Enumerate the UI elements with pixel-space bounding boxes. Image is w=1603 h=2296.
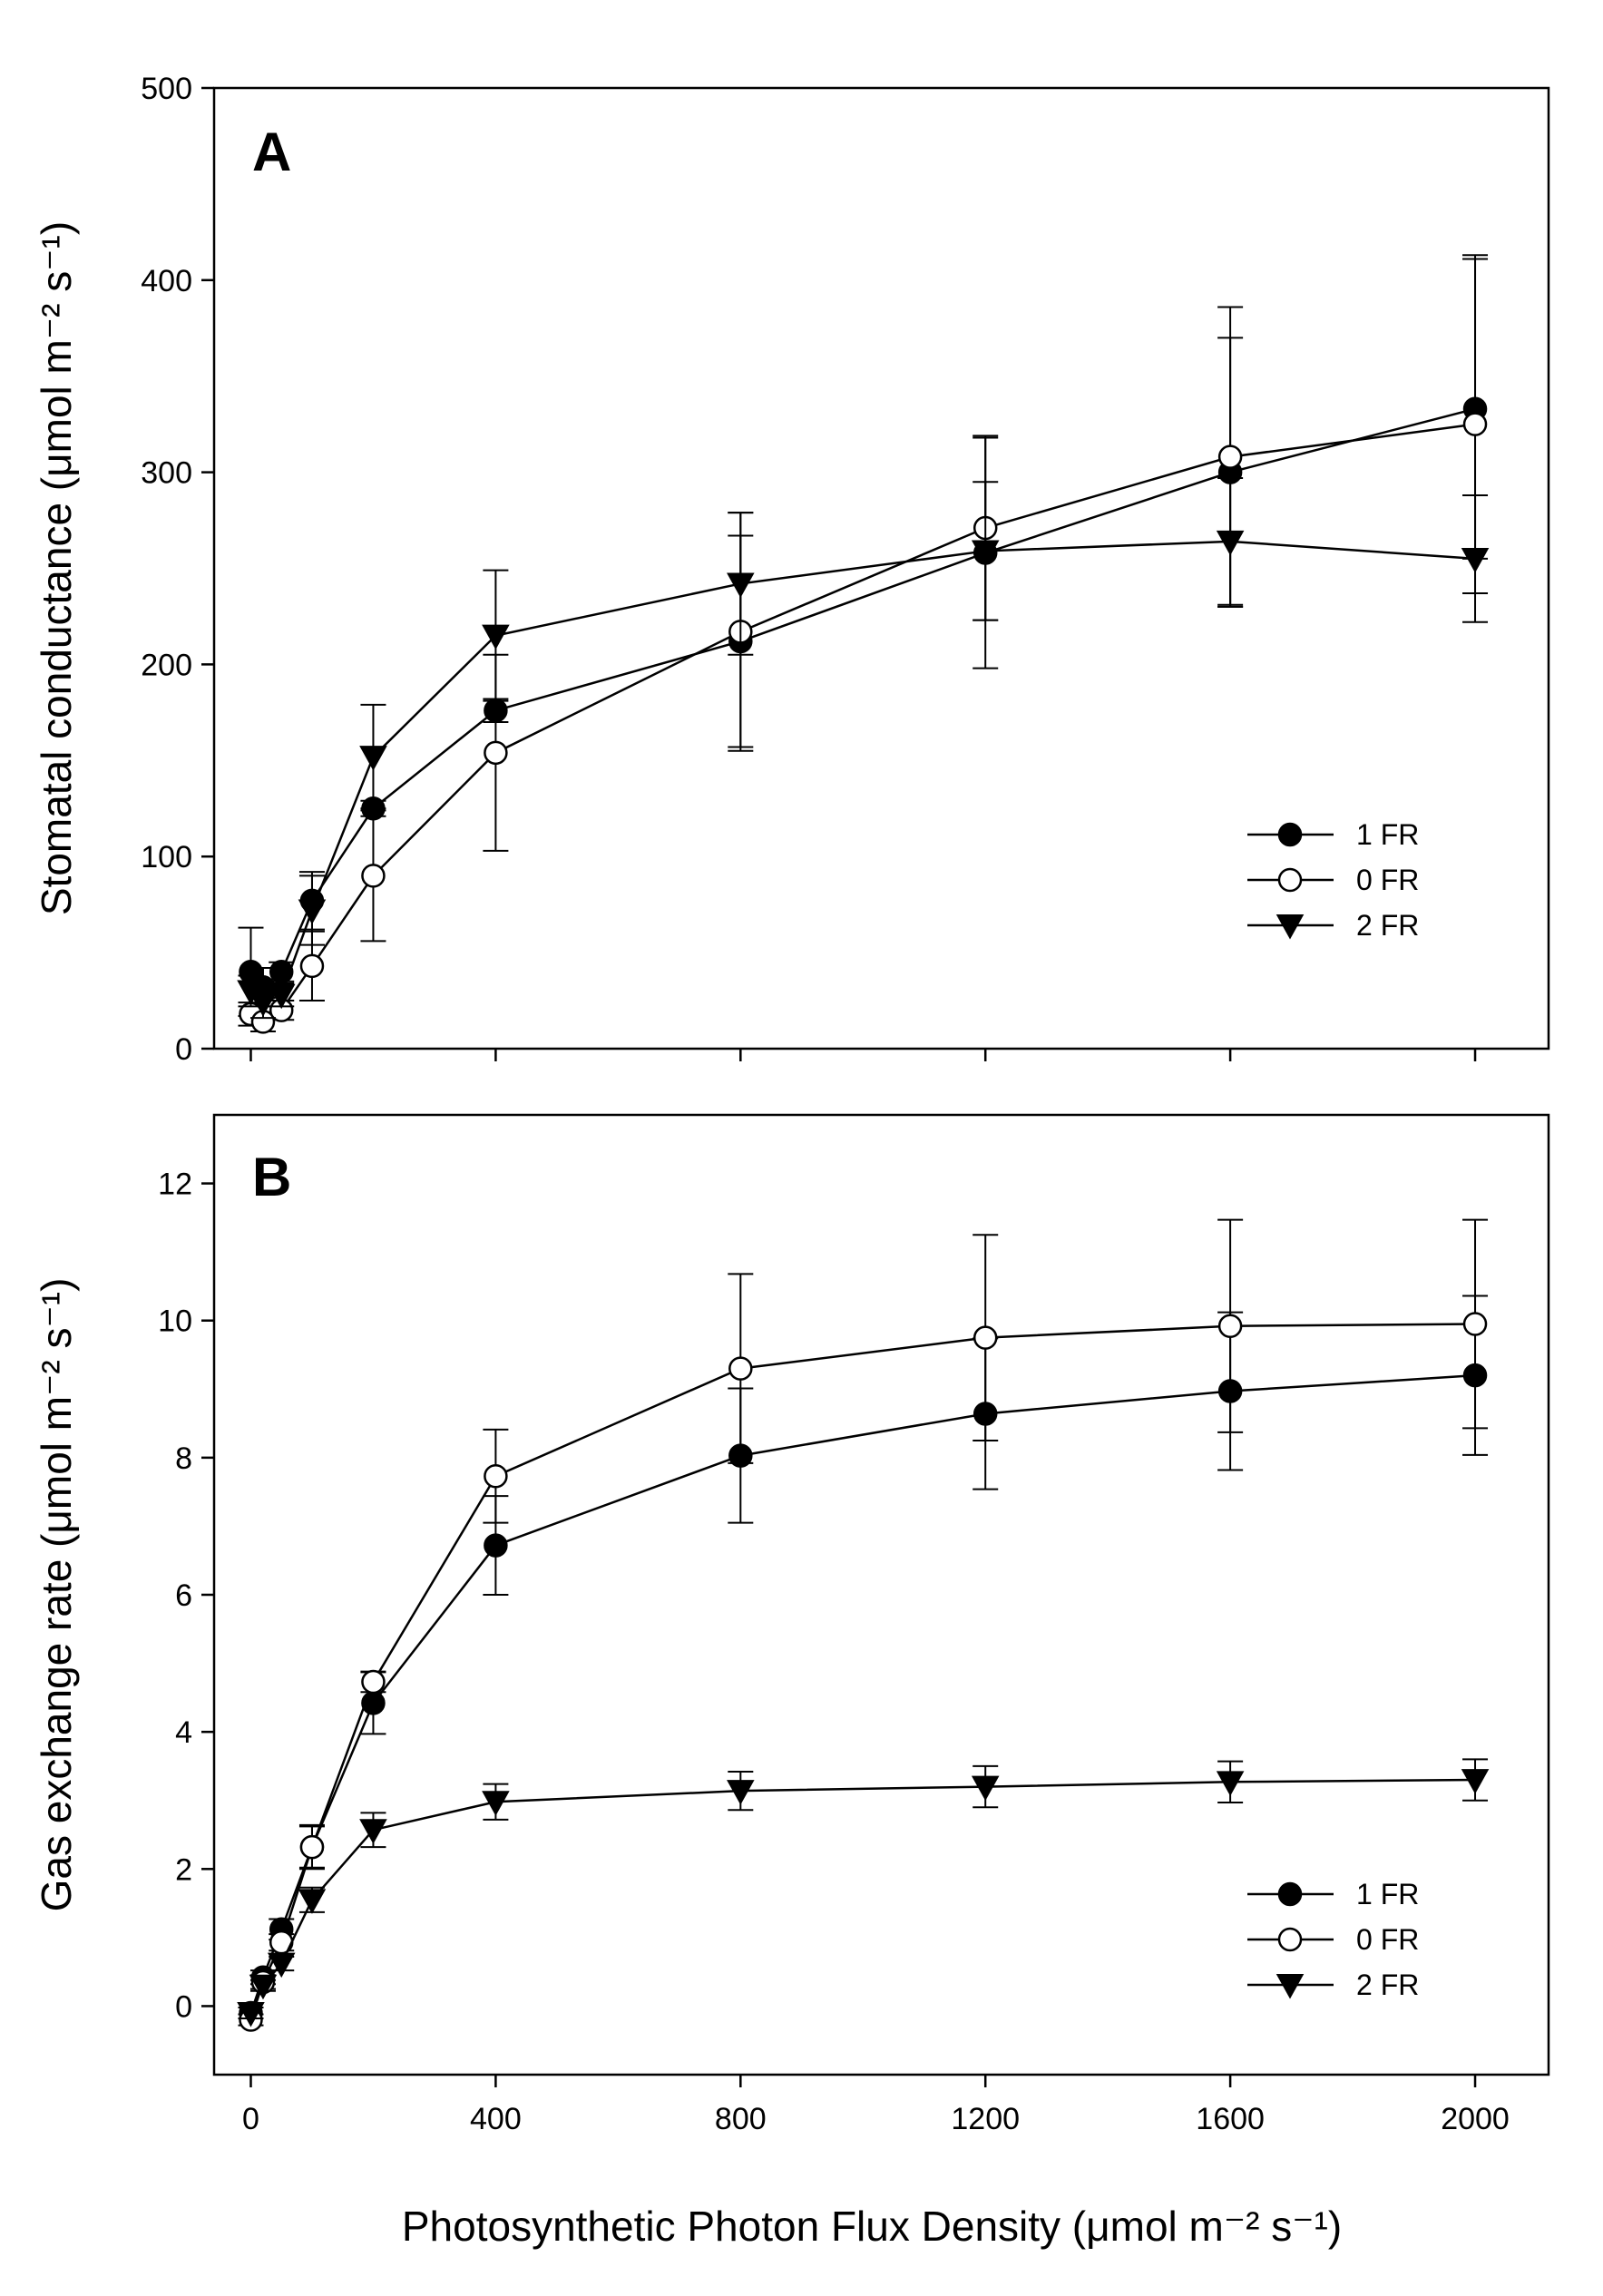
y-tick-label: 6	[175, 1578, 192, 1613]
legend-marker	[1277, 1927, 1303, 1952]
series-0-fr	[238, 1218, 1489, 2032]
x-tick-label: 800	[715, 2102, 767, 2136]
data-point	[1461, 1769, 1490, 1794]
y-tick-label: 500	[141, 72, 192, 106]
legend-label: 0 FR	[1356, 864, 1419, 896]
series-line	[249, 1778, 1476, 2014]
data-point	[298, 1889, 327, 1914]
series-1-fr	[238, 258, 1489, 1017]
y-tick-label: 100	[141, 840, 192, 874]
data-point	[482, 624, 510, 650]
data-point	[1217, 1314, 1243, 1339]
x-tick-label: 1200	[951, 2102, 1020, 2136]
series-2-fr	[237, 1758, 1490, 2027]
y-axis-title: Stomatal conductance (μmol m⁻² s⁻¹)	[33, 221, 80, 915]
data-point	[298, 899, 327, 925]
data-point	[1461, 547, 1490, 573]
y-tick-label: 12	[158, 1168, 192, 1202]
data-point	[727, 572, 755, 598]
y-tick-label: 4	[175, 1715, 192, 1750]
panel-label: B	[252, 1147, 291, 1207]
legend-marker	[1276, 1974, 1305, 1999]
data-point	[249, 1974, 278, 2000]
panel-label: A	[252, 122, 291, 182]
data-point	[727, 1780, 755, 1805]
legend-label: 1 FR	[1356, 818, 1419, 851]
data-point	[971, 540, 1000, 565]
x-axis-title: Photosynthetic Photon Flux Density (μmol…	[402, 2203, 1342, 2250]
legend-label: 2 FR	[1356, 1969, 1419, 2001]
data-point	[1462, 412, 1488, 436]
series-2-fr	[237, 476, 1490, 1020]
y-axis-title: Gas exchange rate (μmol m⁻² s⁻¹)	[33, 1278, 80, 1912]
data-point	[973, 1325, 998, 1350]
x-tick-label: 1600	[1196, 2102, 1265, 2136]
y-tick-label: 10	[158, 1304, 192, 1339]
series-line	[249, 1373, 1476, 2014]
data-point	[359, 1819, 387, 1844]
plot-frame	[212, 86, 1550, 1050]
x-tick-label: 2000	[1441, 2102, 1510, 2136]
panel-b: 0 2 4 6 8 10 12 0 400 800 1200 1600 2000 B Gas exchang…	[33, 1113, 1550, 2136]
legend-marker	[1277, 822, 1303, 847]
x-tick-label: 400	[470, 2102, 522, 2136]
data-point	[361, 1669, 386, 1695]
legend-marker	[1277, 1881, 1303, 1907]
data-point	[267, 983, 296, 1010]
y-tick-label: 200	[141, 648, 192, 682]
data-point	[728, 1356, 753, 1381]
series-1-fr	[238, 1295, 1489, 2026]
data-point	[249, 992, 278, 1017]
data-point	[1216, 1771, 1245, 1796]
data-point	[299, 1834, 325, 1860]
legend: 1 FR 0 FR 2 FR	[1247, 1878, 1419, 2001]
legend: 1 FR 0 FR 2 FR	[1247, 818, 1419, 942]
panel-a: 0 100 200 300 400 500 A Stomatal conductance (μ…	[33, 72, 1550, 1067]
data-point	[267, 1952, 296, 1978]
y-tick-label: 0	[175, 1032, 192, 1067]
legend-label: 0 FR	[1356, 1923, 1419, 1956]
y-tick-label: 2	[175, 1852, 192, 1887]
series-0-fr	[238, 254, 1489, 1034]
legend-marker	[1277, 867, 1303, 893]
data-point	[1216, 530, 1245, 556]
data-point	[237, 2002, 265, 2027]
series-line	[249, 1323, 1476, 2020]
y-tick-label: 400	[141, 264, 192, 298]
y-tick-label: 0	[175, 1989, 192, 2024]
data-point	[484, 1533, 508, 1558]
y-tick-label: 8	[175, 1441, 192, 1476]
data-point	[484, 740, 508, 766]
plot-frame	[212, 1113, 1550, 2076]
data-point	[1217, 445, 1243, 469]
data-point	[971, 1775, 1000, 1802]
legend-marker	[1276, 914, 1305, 940]
data-point	[482, 1791, 510, 1816]
data-point	[359, 746, 387, 771]
legend-label: 2 FR	[1356, 909, 1419, 942]
y-tick-label: 300	[141, 456, 192, 491]
data-point	[484, 1464, 508, 1489]
data-point	[1462, 1312, 1488, 1336]
data-point	[361, 864, 386, 888]
data-point	[299, 953, 325, 979]
legend-label: 1 FR	[1356, 1878, 1419, 1910]
x-tick-label: 0	[242, 2102, 259, 2136]
series-line	[249, 407, 1476, 990]
